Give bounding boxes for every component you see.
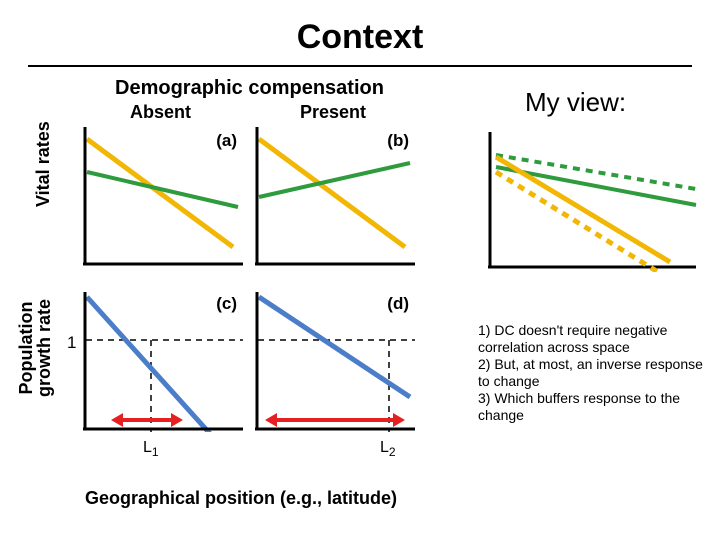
panel-c: (c) — [83, 292, 243, 432]
panel-d-label: (d) — [387, 294, 409, 314]
xlabel-geo: Geographical position (e.g., latitude) — [85, 488, 397, 509]
page-title: Context — [0, 0, 720, 57]
l1-tick: L1 — [143, 439, 159, 459]
myview-plot — [478, 127, 698, 272]
bullet-3: 3) Which buffers response to the change — [478, 390, 708, 424]
absent-label: Absent — [130, 102, 191, 123]
present-label: Present — [300, 102, 366, 123]
bullet-2: 2) But, at most, an inverse response to … — [478, 356, 708, 390]
main-content: Demographic compensation Absent Present … — [0, 67, 720, 527]
panel-d: (d) — [255, 292, 415, 432]
left-figure-group: Demographic compensation Absent Present … — [25, 77, 465, 507]
bullet-1: 1) DC doesn't require negative correlati… — [478, 322, 708, 356]
panel-c-label: (c) — [216, 294, 237, 314]
panel-a: (a) — [83, 127, 243, 267]
l2-tick: L2 — [380, 439, 396, 459]
panel-a-label: (a) — [216, 131, 237, 151]
panel-b-label: (b) — [387, 131, 409, 151]
y-tick-1: 1 — [67, 333, 76, 353]
myview-heading: My view: — [525, 87, 626, 118]
ylabel-vital-rates: Vital rates — [33, 121, 54, 207]
ylabel-pop-growth: Population growth rate — [17, 299, 53, 397]
panel-b: (b) — [255, 127, 415, 267]
bullet-list: 1) DC doesn't require negative correlati… — [478, 322, 708, 424]
dc-heading: Demographic compensation — [115, 77, 384, 100]
